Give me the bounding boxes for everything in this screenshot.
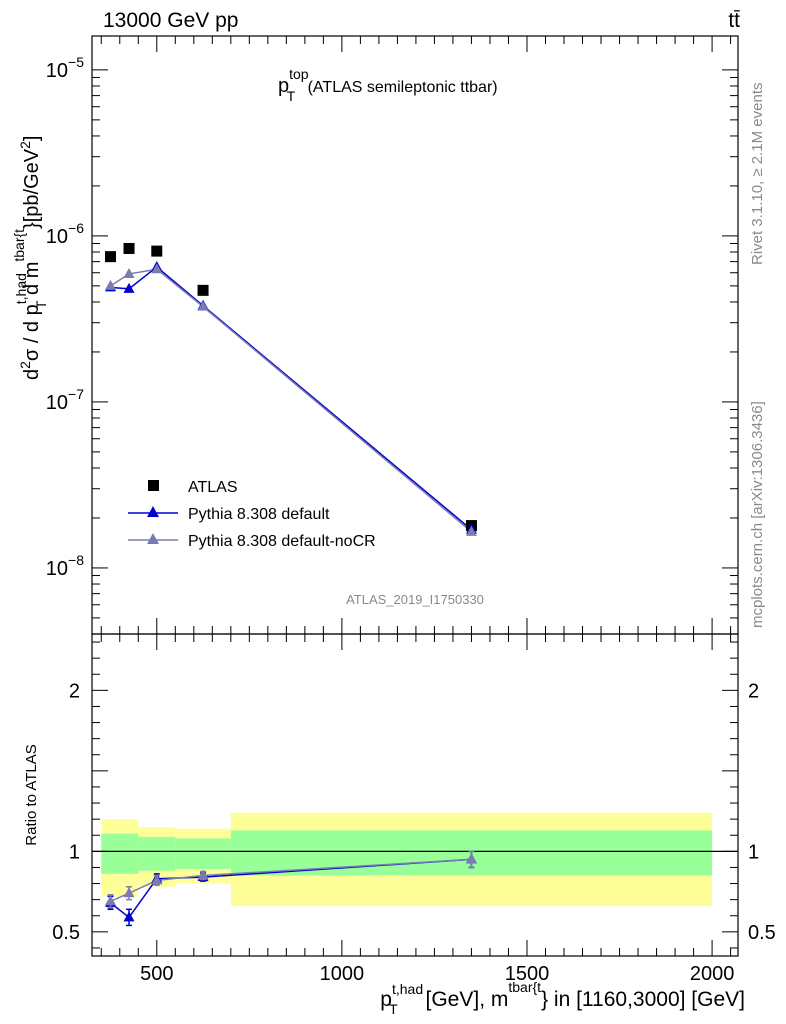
ratio-band-inner	[138, 836, 176, 871]
main-y-tick-label: 10−7	[46, 386, 84, 414]
main-axis-ticks	[92, 36, 738, 635]
ratio-frame	[91, 633, 739, 957]
analysis-id: ATLAS_2019_I1750330	[346, 592, 484, 607]
x-tick-label: 2000	[690, 963, 735, 985]
main-data-point-atlas	[151, 245, 163, 257]
legend-label-atlas: ATLAS	[188, 479, 238, 496]
main-data-point-atlas	[197, 284, 209, 296]
ratio-panel: 0.5 0.5 1 1 2 2 500 1000 1500 2000 Ratio to ATLA…	[23, 633, 776, 1017]
energy-label: 13000 GeV pp	[103, 9, 238, 32]
ratio-axis-ticks	[92, 634, 738, 956]
main-series	[105, 242, 477, 536]
ratio-y-tick-label-right: 2	[748, 680, 759, 702]
main-data-point	[197, 300, 209, 311]
main-y-tick-label: 10−5	[46, 54, 84, 82]
ratio-data-point	[197, 869, 209, 880]
main-data-point	[151, 263, 163, 274]
ratio-series	[105, 850, 477, 927]
main-data-point-atlas	[123, 242, 135, 254]
main-series-line	[110, 265, 472, 531]
ratio-y-tick-label-left: 2	[69, 680, 80, 702]
legend-label-default: Pythia 8.308 default	[188, 506, 330, 523]
x-tick-label: 500	[140, 963, 173, 985]
ratio-y-tick-label-right: 1	[748, 841, 759, 863]
main-data-point	[465, 525, 477, 536]
ratio-band-inner	[101, 833, 139, 874]
ratio-y-tick-label-left: 0.5	[52, 922, 80, 944]
main-data-point-atlas	[105, 251, 117, 263]
ratio-y-axis-label: Ratio to ATLAS	[23, 744, 40, 845]
x-tick-label: 1500	[505, 963, 550, 985]
main-data-point	[123, 282, 135, 293]
main-y-tick-label: 10−8	[46, 552, 84, 580]
main-y-tick-labels: 10−8 10−7 10−6 10−5	[46, 54, 84, 580]
ratio-y-tick-label-right: 0.5	[748, 922, 776, 944]
main-y-axis-label: d2σ / d pt,hadT d mtbar{t}[pb/GeV2]	[11, 136, 49, 380]
legend-marker-default	[147, 506, 159, 517]
main-y-tick-label: 10−6	[46, 220, 84, 248]
legend-marker-nocr	[147, 533, 159, 544]
x-tick-labels: 500 1000 1500 2000	[140, 963, 734, 985]
main-panel: 10−8 10−7 10−6 10−5 ptop T (ATLAS semilepton…	[11, 35, 739, 635]
ratio-data-point	[105, 895, 117, 906]
ratio-y-tick-labels: 0.5 0.5 1 1 2 2	[52, 680, 776, 944]
legend-label-nocr: Pythia 8.308 default-noCR	[188, 533, 376, 550]
main-data-point	[123, 267, 135, 278]
rivet-label: Rivet 3.1.10, ≥ 2.1M events	[749, 83, 766, 266]
x-tick-label: 1000	[320, 963, 365, 985]
ratio-data-point	[123, 911, 135, 922]
main-data-point	[105, 279, 117, 290]
ratio-band-inner	[175, 838, 231, 870]
legend-marker-atlas	[148, 480, 159, 491]
ratio-y-tick-label-left: 1	[69, 841, 80, 863]
chart-title: ptop T (ATLAS semileptonic ttbar)	[278, 66, 498, 104]
ratio-data-point	[151, 874, 163, 885]
process-label: tt̄	[728, 9, 740, 32]
main-series-line	[110, 268, 472, 533]
mcplots-label: mcplots.cern.ch [arXiv:1306.3436]	[749, 401, 766, 628]
ratio-data-point	[465, 853, 477, 864]
ratio-data-point	[123, 887, 135, 898]
ratio-uncertainty-bands	[101, 812, 713, 907]
legend: ATLAS Pythia 8.308 default Pythia 8.308 …	[128, 479, 376, 550]
